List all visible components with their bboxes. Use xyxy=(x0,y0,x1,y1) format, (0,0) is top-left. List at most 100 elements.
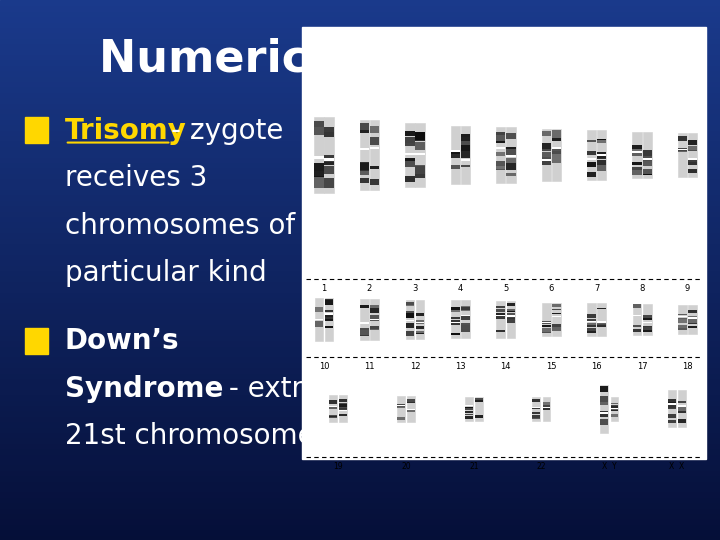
Bar xyxy=(678,401,685,403)
Bar xyxy=(0,238,720,243)
Bar xyxy=(496,315,505,316)
Bar xyxy=(496,136,505,141)
Bar xyxy=(0,335,720,340)
Bar xyxy=(0,416,720,421)
Bar xyxy=(0,313,720,319)
Bar xyxy=(451,322,459,323)
Bar xyxy=(598,321,606,322)
Bar xyxy=(678,305,687,334)
Bar xyxy=(552,302,561,336)
Bar xyxy=(461,316,469,320)
Bar xyxy=(0,383,720,389)
Bar xyxy=(329,406,337,407)
Bar xyxy=(415,331,424,333)
Bar xyxy=(678,325,687,328)
Bar xyxy=(0,130,720,135)
Bar xyxy=(340,410,347,411)
Bar xyxy=(688,316,697,318)
Bar xyxy=(0,324,720,329)
Bar xyxy=(340,407,347,409)
Bar xyxy=(475,397,482,400)
Bar xyxy=(506,318,516,322)
Bar xyxy=(0,443,720,448)
Bar xyxy=(541,160,551,165)
Bar xyxy=(643,315,652,318)
Bar xyxy=(0,432,720,437)
Bar xyxy=(678,407,685,411)
Text: 12: 12 xyxy=(410,362,420,372)
Bar xyxy=(340,406,347,408)
Bar xyxy=(405,323,414,328)
Bar xyxy=(0,232,720,238)
Bar xyxy=(598,321,606,325)
Bar xyxy=(632,161,642,165)
Bar xyxy=(496,132,505,137)
Bar xyxy=(642,132,652,178)
Text: 7: 7 xyxy=(594,284,599,293)
Bar xyxy=(688,319,697,320)
Bar xyxy=(552,324,561,328)
Bar xyxy=(475,410,482,411)
Bar xyxy=(324,178,333,188)
Bar xyxy=(0,481,720,486)
Bar xyxy=(0,292,720,297)
Bar xyxy=(668,415,675,417)
Bar xyxy=(370,318,379,321)
Bar xyxy=(325,326,333,328)
Bar xyxy=(324,117,333,193)
Bar xyxy=(461,150,470,158)
Bar xyxy=(506,302,516,306)
Bar xyxy=(542,329,551,334)
Bar xyxy=(315,298,323,341)
Bar xyxy=(360,179,369,184)
Bar xyxy=(688,133,698,177)
Bar xyxy=(611,409,618,411)
Bar xyxy=(461,323,469,325)
Bar xyxy=(0,281,720,286)
Bar xyxy=(533,415,540,418)
Bar xyxy=(678,390,685,427)
Bar xyxy=(678,314,687,315)
Bar xyxy=(611,410,618,411)
Bar xyxy=(0,113,720,119)
Text: chromosomes of a: chromosomes of a xyxy=(65,212,321,240)
Bar xyxy=(678,319,687,323)
Bar xyxy=(688,318,697,319)
Bar xyxy=(642,168,652,174)
Bar xyxy=(314,163,324,171)
Bar xyxy=(451,320,459,325)
Bar xyxy=(0,275,720,281)
Bar xyxy=(611,397,618,421)
Bar xyxy=(668,402,675,403)
Bar xyxy=(0,362,720,367)
Bar xyxy=(360,166,369,176)
Bar xyxy=(360,162,369,168)
Bar xyxy=(0,65,720,70)
Bar xyxy=(633,304,642,308)
Bar xyxy=(600,411,608,417)
Bar xyxy=(552,327,561,331)
Bar xyxy=(0,11,720,16)
Bar xyxy=(325,319,333,321)
Bar xyxy=(370,326,379,329)
Bar xyxy=(408,400,415,402)
Bar xyxy=(0,491,720,497)
Bar xyxy=(642,156,652,160)
Bar xyxy=(542,302,551,336)
Bar xyxy=(415,300,424,339)
Bar xyxy=(405,176,415,183)
Bar xyxy=(541,143,551,150)
Bar xyxy=(475,415,482,418)
Bar xyxy=(496,306,505,308)
Bar xyxy=(0,448,720,454)
Bar xyxy=(340,395,347,422)
Bar xyxy=(405,123,415,187)
Bar xyxy=(314,177,324,188)
Bar xyxy=(543,397,551,421)
Bar xyxy=(632,168,642,175)
Bar xyxy=(405,153,415,155)
Bar xyxy=(405,163,415,166)
Bar xyxy=(0,373,720,378)
Bar xyxy=(0,464,720,470)
Bar xyxy=(0,124,720,130)
